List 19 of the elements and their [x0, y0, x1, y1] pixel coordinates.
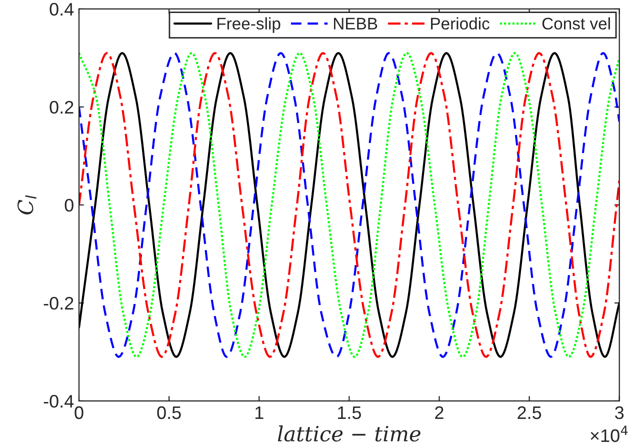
legend-label: Const vel [542, 17, 610, 30]
y-tick-label: 0 [64, 198, 74, 212]
x-tick-label: 1.5 [338, 406, 361, 420]
x-tick-label: 0.5 [157, 406, 181, 420]
y-tick-label: -0.4 [44, 394, 74, 408]
x-tick-label: 0 [74, 406, 84, 420]
legend-label: NEBB [334, 18, 378, 30]
y-axis-title: C$_{l}$ [18, 195, 36, 214]
x-tick-label: 1 [255, 406, 264, 419]
y-tick-label: 0.4 [50, 2, 74, 16]
x-tick-label: 2 [435, 406, 444, 419]
y-tick-label: -0.2 [44, 296, 74, 310]
legend-label: Periodic [431, 17, 490, 30]
x-tick-label: 3 [615, 406, 624, 420]
x-axis-title: lattice − time [278, 425, 420, 442]
legend-label: Free-slip [218, 17, 280, 33]
text: ×10$^{4}$ [590, 426, 628, 442]
y-tick-label: 0.2 [50, 100, 74, 114]
x-tick-label: 2.5 [518, 406, 542, 420]
